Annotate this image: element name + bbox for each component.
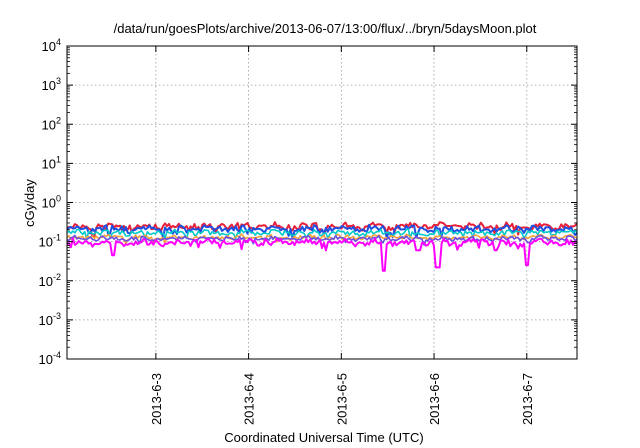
y-tick-label: 102 — [42, 115, 61, 132]
series-layer — [66, 221, 578, 272]
ticks — [67, 45, 577, 360]
x-tick-label: 2013-6-5 — [334, 373, 349, 425]
y-tick-label: 103 — [42, 76, 61, 93]
series-line-3 — [66, 228, 578, 240]
x-tick-label: 2013-6-3 — [149, 373, 164, 425]
y-axis-label: cGy/day — [22, 179, 37, 227]
y-tick-labels: 10-4 10-3 10-2 10-1 100 101 102 103 104 — [39, 37, 61, 367]
y-tick-label: 104 — [42, 37, 61, 54]
x-tick-label: 2013-6-6 — [427, 373, 442, 425]
x-tick-label: 2013-6-4 — [242, 373, 257, 425]
y-tick-label: 101 — [42, 154, 61, 171]
x-tick-label: 2013-6-7 — [520, 373, 535, 425]
x-tick-labels: 2013-6-3 2013-6-4 2013-6-5 2013-6-6 2013-6-7 — [149, 373, 535, 425]
series-line-6 — [66, 237, 578, 272]
x-axis-label: Coordinated Universal Time (UTC) — [224, 430, 423, 445]
chart-title: /data/run/goesPlots/archive/2013-06-07/1… — [114, 21, 537, 36]
series-line-4 — [66, 233, 578, 245]
y-tick-label: 100 — [42, 194, 61, 211]
y-tick-label: 10-1 — [39, 233, 61, 250]
grid — [67, 46, 577, 359]
y-tick-label: 10-4 — [39, 350, 61, 367]
y-tick-label: 10-2 — [39, 272, 61, 289]
series-line-2 — [66, 223, 578, 240]
y-tick-label: 10-3 — [39, 311, 61, 328]
